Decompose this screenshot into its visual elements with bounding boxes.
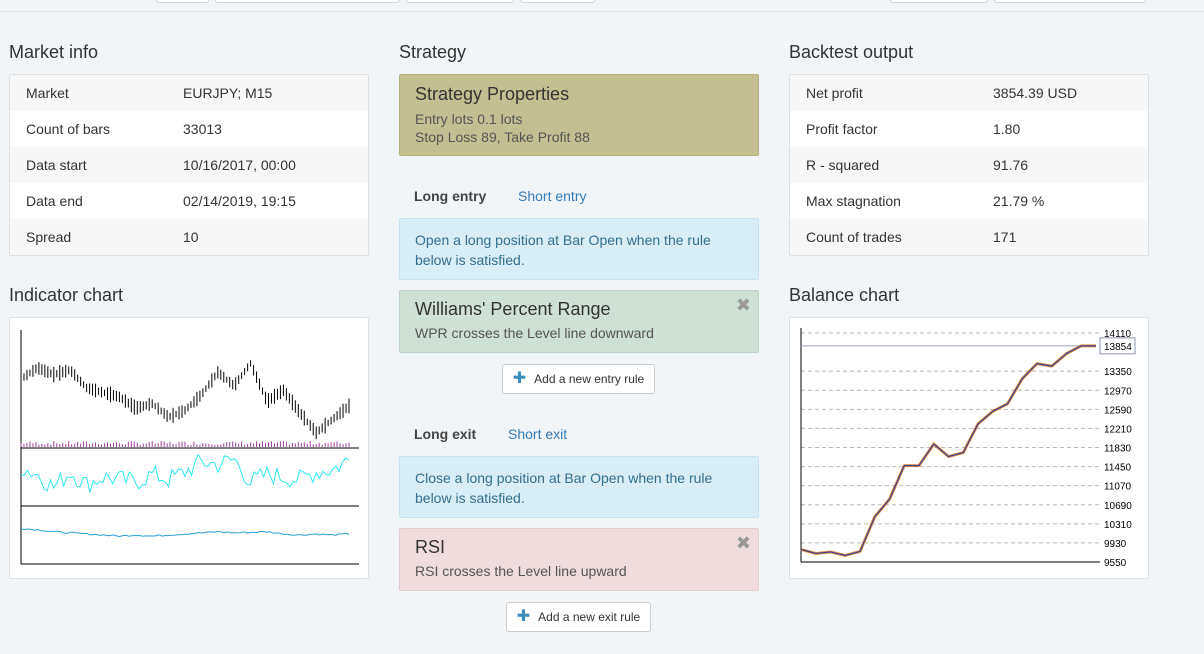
toolbar-button[interactable]	[994, 0, 1146, 3]
y-tick-label: 10690	[1104, 501, 1132, 512]
y-tick-label: 9930	[1104, 539, 1127, 550]
balance-grid	[801, 332, 1100, 563]
strategy-properties[interactable]: Strategy Properties Entry lots 0.1 lots …	[399, 74, 759, 156]
balance-chart: 14110 13350 12970 12590 12210 11830 11450 11070…	[800, 328, 1136, 569]
y-tick-label: 12590	[1104, 405, 1132, 416]
row-label: Spread	[10, 219, 167, 255]
y-tick-label: 10310	[1104, 520, 1132, 531]
toolbar-button[interactable]	[890, 0, 988, 3]
strategy-properties-title: Strategy Properties	[415, 84, 570, 104]
row-value: 171	[977, 219, 1148, 255]
balance-line	[800, 345, 1096, 557]
top-toolbar	[0, 0, 1204, 12]
y-tick-label: 9550	[1104, 558, 1127, 569]
entry-rule-description: WPR crosses the Level line downward	[415, 325, 654, 341]
market-info-panel: Market EURJPY; M15 Count of bars 33013 Dat…	[9, 74, 369, 256]
entry-rule-title: Williams' Percent Range	[415, 299, 611, 319]
balance-chart-title: Balance chart	[789, 285, 900, 305]
tab-long-entry[interactable]: Long entry	[414, 188, 487, 204]
table-row: Market EURJPY; M15	[10, 75, 368, 111]
table-row: Data end 02/14/2019, 19:15	[10, 183, 368, 219]
rsi-line	[20, 528, 350, 538]
row-label: Data start	[10, 147, 167, 183]
row-label: Max stagnation	[790, 183, 977, 219]
row-value: 10/16/2017, 00:00	[167, 147, 368, 183]
row-value: 91.76	[977, 147, 1148, 183]
close-icon[interactable]: ✖	[735, 533, 751, 553]
exit-rule-title: RSI	[415, 537, 446, 557]
row-value: 3854.39 USD	[977, 75, 1148, 111]
table-row: Count of bars 33013	[10, 111, 368, 147]
row-label: R - squared	[790, 147, 977, 183]
table-row: Net profit 3854.39 USD	[790, 75, 1148, 111]
y-tick-label: 11450	[1104, 463, 1132, 474]
plus-icon: ✚	[512, 370, 527, 387]
table-row: Profit factor 1.80	[790, 111, 1148, 147]
wpr-line	[20, 453, 350, 493]
table-row: Spread 10	[10, 219, 368, 255]
balance-chart-panel: 14110 13350 12970 12590 12210 11830 11450 11070…	[789, 317, 1149, 579]
table-row: Max stagnation 21.79 %	[790, 183, 1148, 219]
toolbar-button[interactable]	[520, 0, 595, 3]
backtest-output-table: Net profit 3854.39 USD Profit factor 1.80 …	[790, 75, 1148, 255]
market-info-title: Market info	[9, 42, 99, 62]
backtest-output-title: Backtest output	[789, 42, 914, 62]
toolbar-button[interactable]	[156, 0, 209, 3]
row-value: 02/14/2019, 19:15	[167, 183, 368, 219]
row-value: 1.80	[977, 111, 1148, 147]
add-exit-rule-button[interactable]: ✚ Add a new exit rule	[506, 602, 651, 632]
indicator-chart-panel	[9, 317, 369, 579]
y-tick-label: 11830	[1104, 444, 1132, 455]
y-tick-label: 11070	[1104, 482, 1132, 493]
toolbar-button[interactable]	[406, 0, 514, 3]
exit-rule-description: RSI crosses the Level line upward	[415, 563, 627, 579]
strategy-title: Strategy	[399, 42, 467, 62]
y-tick-label: 13350	[1104, 367, 1132, 378]
table-row: Data start 10/16/2017, 00:00	[10, 147, 368, 183]
row-value: EURJPY; M15	[167, 75, 368, 111]
toolbar-button[interactable]	[215, 0, 400, 3]
exit-rule-card[interactable]: RSI RSI crosses the Level line upward ✖	[399, 528, 759, 591]
add-exit-rule-label: Add a new exit rule	[538, 610, 641, 624]
row-label: Count of bars	[10, 111, 167, 147]
table-row: Count of trades 171	[790, 219, 1148, 255]
row-label: Net profit	[790, 75, 977, 111]
close-icon[interactable]: ✖	[735, 295, 751, 315]
price-bars	[20, 360, 350, 440]
row-label: Count of trades	[790, 219, 977, 255]
row-value: 21.79 %	[977, 183, 1148, 219]
tab-long-exit[interactable]: Long exit	[414, 426, 477, 442]
indicator-chart	[20, 330, 359, 565]
strategy-sl-tp: Stop Loss 89, Take Profit 88	[415, 129, 590, 145]
entry-notice: Open a long position at Bar Open when th…	[399, 218, 759, 280]
add-entry-rule-button[interactable]: ✚ Add a new entry rule	[502, 364, 655, 394]
balance-series	[800, 344, 1096, 557]
tab-short-entry[interactable]: Short entry	[518, 188, 587, 204]
row-value: 10	[167, 219, 368, 255]
y-tick-label: 12210	[1104, 424, 1132, 435]
tab-short-exit[interactable]: Short exit	[508, 426, 568, 442]
current-balance-label: 13854	[1104, 342, 1132, 353]
indicator-chart-title: Indicator chart	[9, 285, 124, 305]
strategy-entry-lots: Entry lots 0.1 lots	[415, 111, 523, 127]
volume-bars	[20, 441, 350, 447]
exit-notice: Close a long position at Bar Open when t…	[399, 456, 759, 518]
row-label: Data end	[10, 183, 167, 219]
entry-rule-card[interactable]: Williams' Percent Range WPR crosses the …	[399, 290, 759, 353]
row-label: Profit factor	[790, 111, 977, 147]
table-row: R - squared 91.76	[790, 147, 1148, 183]
y-tick-label: 14110	[1104, 329, 1132, 340]
row-label: Market	[10, 75, 167, 111]
balance-ticks: 14110 13350 12970 12590 12210 11830 11450 11070…	[1104, 329, 1132, 569]
current-balance-box	[1099, 337, 1136, 355]
plus-icon: ✚	[516, 608, 531, 625]
row-value: 33013	[167, 111, 368, 147]
backtest-output-panel: Net profit 3854.39 USD Profit factor 1.80 …	[789, 74, 1149, 256]
market-info-table: Market EURJPY; M15 Count of bars 33013 Dat…	[10, 75, 368, 255]
y-tick-label: 12970	[1104, 386, 1132, 397]
add-entry-rule-label: Add a new entry rule	[534, 372, 645, 386]
